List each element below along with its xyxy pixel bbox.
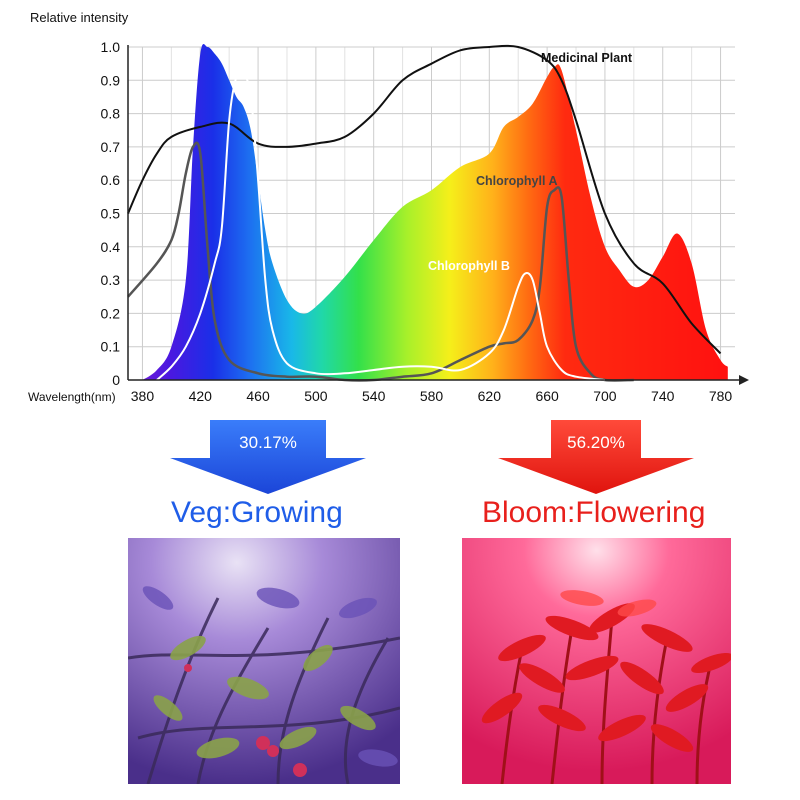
x-tick-label: 580: [420, 388, 444, 404]
x-tick-label: 460: [246, 388, 270, 404]
y-tick-label: 0.4: [101, 239, 121, 255]
veg-arrow: 30.17%: [170, 420, 366, 494]
x-tick-label: 780: [709, 388, 733, 404]
x-tick-label: 500: [304, 388, 328, 404]
x-tick-label: 660: [535, 388, 559, 404]
led-spectrum-area: [142, 44, 728, 380]
series-line-chlorophyll-b: [156, 70, 606, 381]
y-tick-label: 0.7: [101, 139, 121, 155]
y-tick-label: 0.6: [101, 172, 121, 188]
x-tick-label: 620: [478, 388, 502, 404]
y-tick-label: 1.0: [101, 39, 121, 55]
bloom-plants-photo: [462, 538, 731, 784]
y-tick-label: 0.8: [101, 106, 121, 122]
series-line-medicinal-plant: [127, 44, 722, 355]
label-chlorophyll-b: Chlorophyll B: [428, 259, 510, 273]
veg-title: Veg:Growing: [171, 496, 343, 529]
y-tick-label: 0.5: [101, 206, 121, 222]
spectrum-chart: 380 420 460 500 540 580 620 660 700 740 780 0 0.1 0.2…: [28, 10, 749, 404]
label-medicinal-plant: Medicinal Plant: [541, 51, 633, 65]
veg-percent: 30.17%: [239, 433, 297, 452]
x-tick-label: 700: [593, 388, 617, 404]
bloom-percent: 56.20%: [567, 433, 625, 452]
y-tick-label: 0: [112, 372, 120, 388]
y-tick-label: 0.1: [101, 339, 121, 355]
y-axis-title: Relative intensity: [30, 10, 129, 25]
bloom-arrow: 56.20%: [498, 420, 694, 494]
bloom-title: Bloom:Flowering: [482, 496, 706, 529]
series-line-chlorophyll-a: [127, 141, 634, 382]
label-chlorophyll-a: Chlorophyll A: [476, 174, 557, 188]
x-axis-title: Wavelength(nm): [28, 390, 116, 404]
x-tick-label: 740: [651, 388, 675, 404]
y-tick-label: 0.2: [101, 305, 121, 321]
chart-axes: [127, 45, 749, 385]
y-tick-label: 0.3: [101, 272, 121, 288]
x-tick-label: 420: [189, 388, 213, 404]
x-tick-label: 380: [131, 388, 155, 404]
y-tick-label: 0.9: [101, 72, 121, 88]
veg-plants-photo: [128, 538, 400, 784]
x-tick-label: 540: [362, 388, 386, 404]
